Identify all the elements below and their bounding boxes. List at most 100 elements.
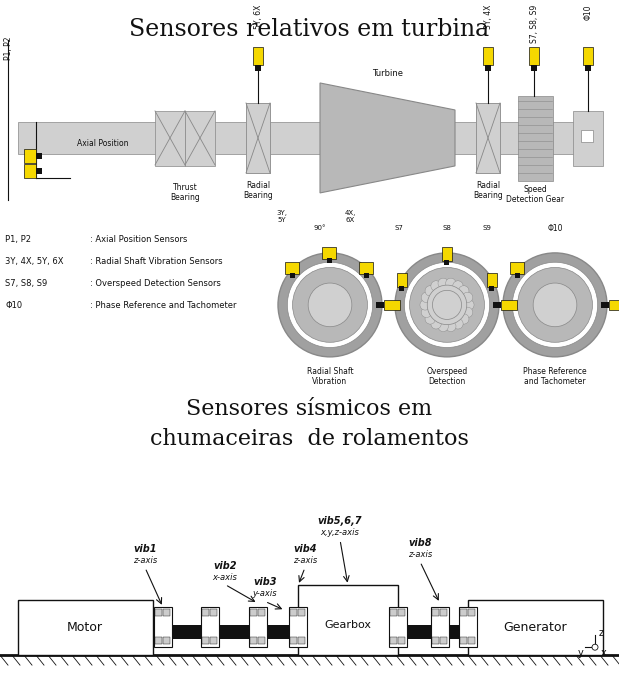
Bar — [376, 302, 384, 308]
Bar — [531, 65, 537, 71]
Circle shape — [592, 644, 598, 650]
Bar — [359, 262, 373, 274]
Bar — [529, 47, 539, 65]
Bar — [483, 47, 493, 65]
Text: Radial
Bearing: Radial Bearing — [473, 181, 503, 200]
Bar — [384, 300, 400, 310]
Text: z-axis: z-axis — [133, 555, 157, 564]
Circle shape — [431, 281, 441, 291]
Bar — [210, 638, 217, 644]
Circle shape — [513, 262, 597, 348]
Bar — [493, 302, 501, 308]
Circle shape — [395, 253, 499, 357]
Bar — [468, 638, 475, 644]
Circle shape — [422, 307, 431, 317]
Bar — [163, 638, 170, 644]
Circle shape — [446, 278, 456, 288]
Text: vib3: vib3 — [253, 578, 277, 587]
Circle shape — [452, 319, 463, 329]
Text: vib8: vib8 — [409, 538, 431, 548]
Bar — [258, 638, 265, 644]
Text: y-axis: y-axis — [253, 589, 277, 598]
Text: 3Y,
5Y: 3Y, 5Y — [277, 210, 287, 223]
Bar — [390, 609, 397, 616]
Bar — [155, 111, 185, 166]
Circle shape — [462, 293, 473, 303]
Bar — [163, 609, 170, 616]
Circle shape — [464, 299, 474, 310]
Bar — [154, 607, 172, 647]
Text: vib5,6,7: vib5,6,7 — [318, 515, 362, 526]
Circle shape — [438, 278, 448, 288]
Text: Sensores relativos em turbina: Sensores relativos em turbina — [129, 18, 489, 41]
Bar — [255, 65, 261, 71]
Circle shape — [459, 286, 469, 296]
Circle shape — [410, 268, 485, 342]
Bar — [442, 247, 452, 261]
Bar — [468, 609, 475, 616]
Circle shape — [427, 285, 467, 324]
Bar — [389, 607, 407, 647]
Bar — [258, 609, 265, 616]
Bar — [581, 130, 593, 142]
Bar — [250, 638, 257, 644]
Bar — [290, 638, 297, 644]
Text: S7: S7 — [394, 225, 404, 231]
Bar — [459, 607, 477, 647]
Bar — [290, 273, 295, 278]
Text: chumaceiras  de rolamentos: chumaceiras de rolamentos — [150, 428, 469, 450]
Text: Overspeed
Detection: Overspeed Detection — [426, 367, 467, 386]
Circle shape — [293, 268, 368, 342]
Text: : Overspeed Detection Sensors: : Overspeed Detection Sensors — [90, 279, 221, 288]
Text: Motor: Motor — [67, 621, 103, 634]
Bar — [185, 111, 215, 166]
Bar — [298, 609, 305, 616]
Text: z-axis: z-axis — [408, 550, 432, 559]
Text: P1, P2: P1, P2 — [4, 37, 12, 60]
Bar — [202, 609, 209, 616]
Bar — [501, 300, 517, 310]
Bar — [398, 625, 468, 639]
Text: Sensores sísmicos em: Sensores sísmicos em — [186, 398, 432, 420]
Text: : Phase Reference and Tachometer: : Phase Reference and Tachometer — [90, 302, 236, 310]
Text: Radial Shaft
Vibration: Radial Shaft Vibration — [306, 367, 353, 386]
Text: 3Y, 4X: 3Y, 4X — [483, 5, 493, 30]
Bar — [485, 65, 491, 71]
Circle shape — [533, 283, 577, 326]
Text: Phase Reference
and Tachometer: Phase Reference and Tachometer — [523, 367, 587, 386]
Circle shape — [287, 262, 373, 348]
Text: Generator: Generator — [503, 621, 567, 634]
Text: S9: S9 — [483, 225, 491, 231]
Bar — [585, 65, 591, 71]
Text: : Axial Position Sensors: : Axial Position Sensors — [90, 235, 188, 244]
Circle shape — [422, 293, 431, 303]
Bar — [322, 247, 336, 259]
Text: 3Y, 4X, 5Y, 6X: 3Y, 4X, 5Y, 6X — [5, 257, 64, 266]
Bar — [397, 273, 407, 287]
Bar — [583, 47, 593, 65]
Text: S7, S8, S9: S7, S8, S9 — [5, 279, 47, 288]
Circle shape — [459, 314, 469, 324]
Circle shape — [425, 286, 436, 296]
Text: Φ10: Φ10 — [547, 224, 563, 233]
Text: 4X,
6X: 4X, 6X — [344, 210, 356, 223]
Bar — [398, 638, 405, 644]
Bar — [249, 607, 267, 647]
Bar — [489, 286, 494, 291]
Bar — [327, 258, 332, 263]
Bar — [202, 638, 209, 644]
Text: : Radial Shaft Vibration Sensors: : Radial Shaft Vibration Sensors — [90, 257, 223, 266]
Text: P1, P2: P1, P2 — [5, 235, 31, 244]
Bar — [390, 638, 397, 644]
Text: S8: S8 — [443, 225, 451, 231]
Text: FL Sensor: FL Sensor — [401, 302, 435, 308]
Text: z: z — [599, 629, 604, 638]
Bar — [285, 262, 299, 274]
Bar — [246, 103, 270, 173]
Text: Radial
Bearing: Radial Bearing — [243, 181, 273, 200]
Text: 5Y, 6X: 5Y, 6X — [254, 5, 262, 30]
Text: Turbine: Turbine — [373, 69, 404, 78]
Text: x,y,z-axis: x,y,z-axis — [321, 528, 360, 537]
Circle shape — [420, 299, 430, 310]
Circle shape — [446, 321, 456, 332]
